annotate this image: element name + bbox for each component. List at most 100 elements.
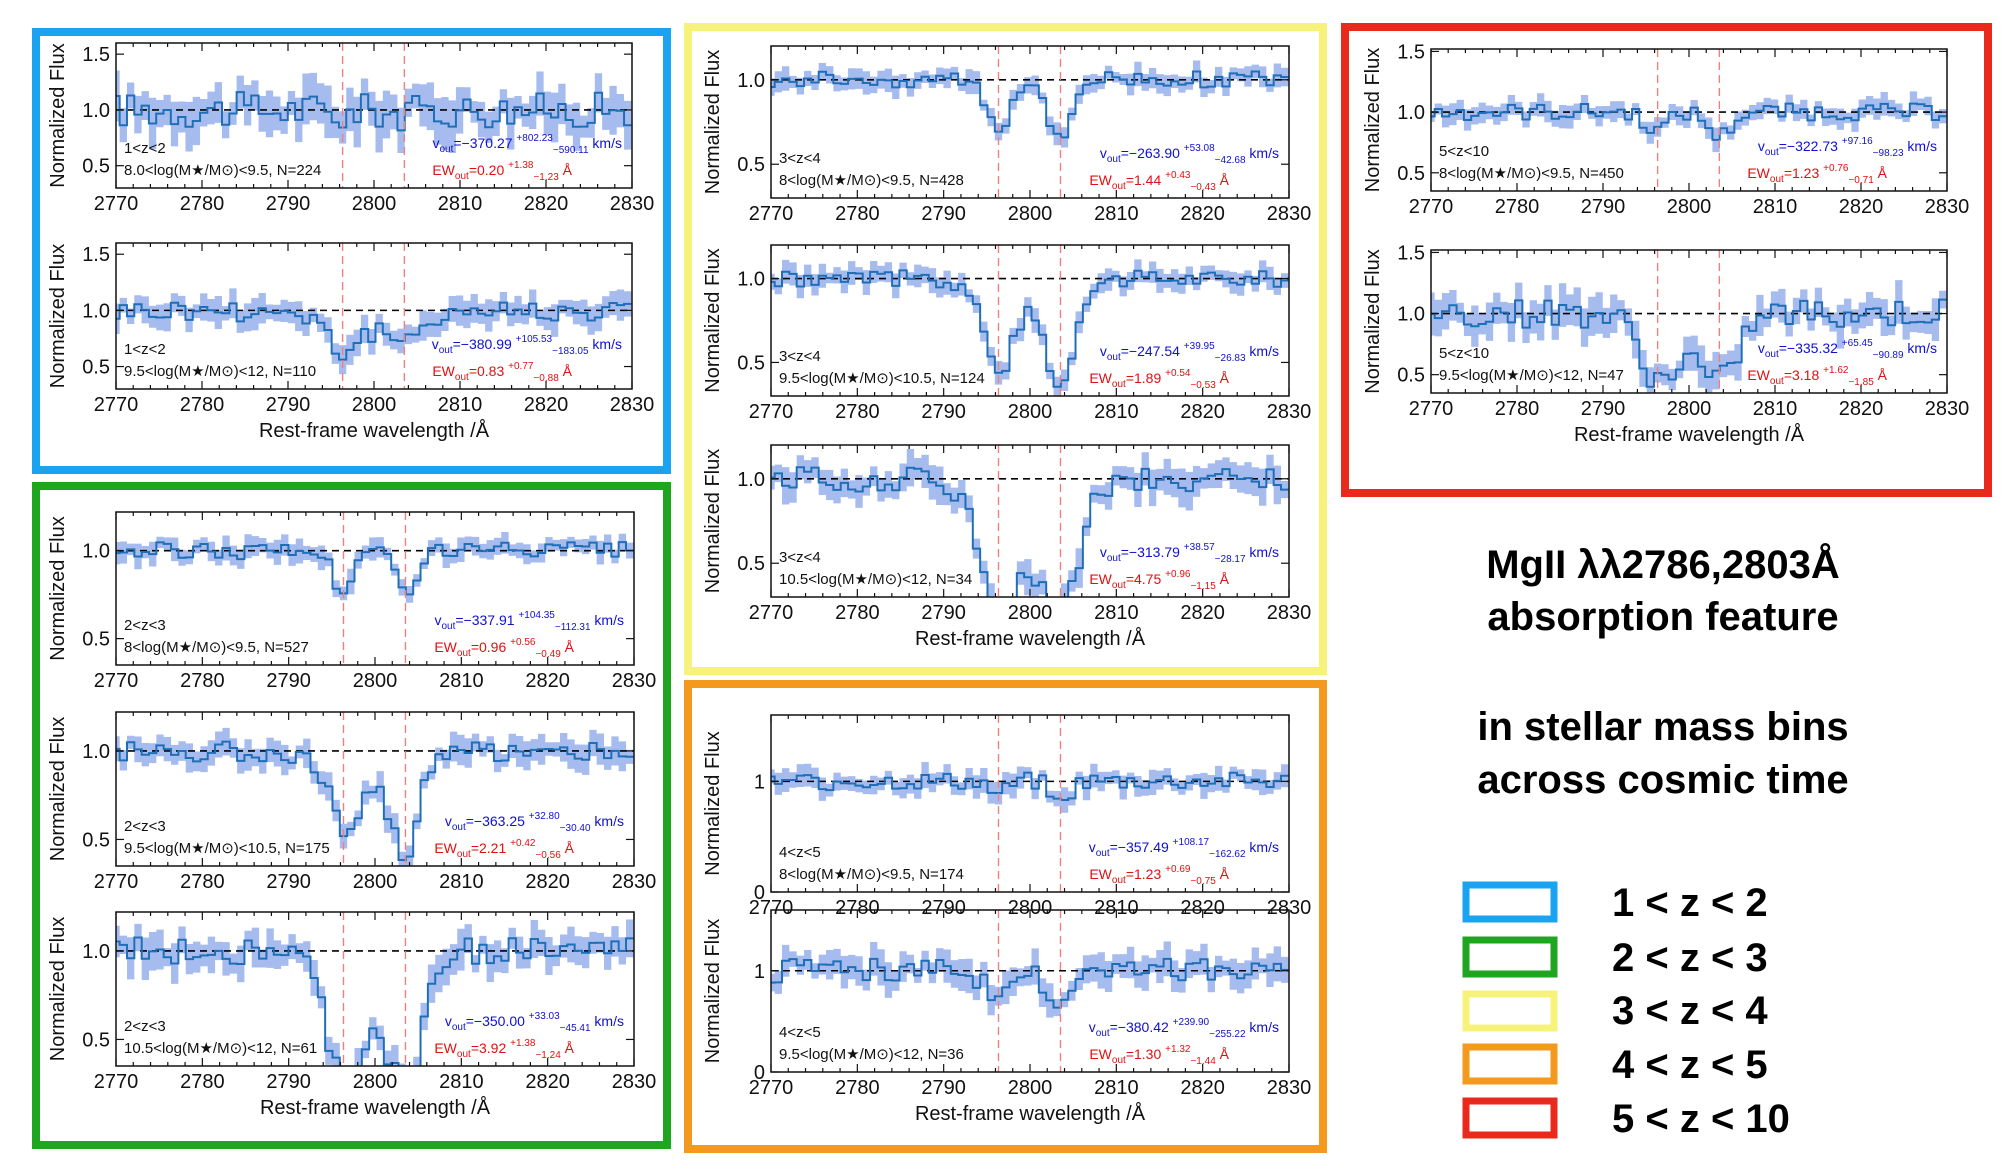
redshift-label: 4<z<5 [779,844,821,861]
x-tick-label: 2790 [1581,196,1626,218]
error-band [116,727,634,866]
y-tick-label: 1 [754,961,765,983]
x-tick-label: 2820 [525,670,570,692]
plot-area [771,245,1289,396]
legend-swatch-1 [1462,881,1558,923]
x-tick-label: 2770 [749,897,794,919]
spectrum-panel-5: 2770 2780 2790 2800 2810 2820 2830 0.5 1.0 Normal… [47,911,656,1119]
spectrum-panel-10: 2770 2780 2790 2800 2810 2820 2830 0 1 Normalized… [702,909,1312,1125]
mass-bin-label: 8<log(M★/M⊙)<9.5, N=450 [1439,165,1624,182]
x-tick-label: 2810 [1753,398,1798,420]
y-tick-label: 1 [754,771,765,793]
equivalent-width: EWout=3.92 +1.38−1.24 Å [434,1038,574,1061]
equivalent-width: EWout=4.75 +0.96−1.15 Å [1089,569,1229,592]
x-tick-label: 2800 [353,670,398,692]
y-axis-title: Normalized Flux [47,717,69,861]
legend-label-2: 2 < z < 3 [1612,936,1768,980]
x-tick-label: 2800 [352,394,397,416]
mass-bin-label: 10.5<log(M★/M⊙)<12, N=34 [779,571,972,588]
x-tick-label: 2830 [1267,1077,1312,1099]
outflow-velocity: vout=−322.73 +97.16−98.23 km/s [1758,136,1937,159]
error-band [116,70,632,154]
x-tick-label: 2830 [612,871,657,893]
error-band [771,941,1289,1018]
panels-layer: 2770 2780 2790 2800 2810 2820 2830 0.5 1.0 1.5 Nor… [47,41,1969,1125]
spectrum-line [116,936,634,1066]
equivalent-width: EWout=1.44 +0.43−0.43 Å [1089,170,1229,193]
y-axis-title: Normalized Flux [47,917,69,1061]
legend-swatch-4 [1462,1043,1558,1085]
x-tick-label: 2790 [1581,398,1626,420]
x-tick-label: 2820 [1180,897,1225,919]
x-tick-label: 2800 [1667,196,1712,218]
x-tick-label: 2810 [1094,401,1139,423]
x-tick-label: 2780 [180,670,225,692]
equivalent-width: EWout=3.18 +1.62−1.85 Å [1747,365,1887,388]
x-tick-label: 2830 [1267,401,1312,423]
error-band [771,762,1289,813]
y-tick-label: 1.0 [737,469,765,491]
outflow-velocity: vout=−370.27 +802.23−590.11 km/s [432,133,622,156]
plot-area [116,912,634,1066]
y-tick-label: 1.0 [82,100,110,122]
spectrum-line [116,301,632,361]
x-tick-label: 2810 [1094,203,1139,225]
plot-area [771,910,1289,1072]
group-box-2-3 [32,482,671,1149]
y-tick-label: 0.5 [82,829,110,851]
y-tick-label: 0 [754,882,765,904]
y-tick-label: 1.0 [1397,304,1425,326]
x-tick-label: 2770 [749,602,794,624]
y-axis-title: Normalized Flux [47,43,69,187]
x-tick-label: 2780 [180,871,225,893]
x-tick-label: 2830 [610,394,655,416]
x-tick-label: 2780 [180,394,225,416]
legend-label-3: 3 < z < 4 [1612,989,1768,1033]
error-band [116,532,634,603]
spectrum-panel-1: 2770 2780 2790 2800 2810 2820 2830 0.5 1.0 1.5 Nor… [47,42,654,215]
x-tick-label: 2780 [835,401,880,423]
x-tick-label: 2810 [438,394,483,416]
x-tick-label: 2770 [749,203,794,225]
x-tick-label: 2770 [94,670,139,692]
x-tick-label: 2800 [353,1071,398,1093]
redshift-label: 5<z<10 [1439,345,1489,362]
spectrum-line [1431,102,1947,141]
y-tick-label: 0.5 [82,357,110,379]
plot-area [771,715,1289,892]
x-tick-label: 2780 [835,1077,880,1099]
outflow-velocity: vout=−335.32 +65.45−90.89 km/s [1758,338,1937,361]
x-tick-label: 2790 [266,394,311,416]
spectrum-panel-7: 2770 2780 2790 2800 2810 2820 2830 0.5 1.0 Normal… [702,244,1312,423]
equivalent-width: EWout=1.89 +0.54−0.53 Å [1089,368,1229,391]
redshift-label: 5<z<10 [1439,143,1489,160]
x-tick-label: 2800 [353,871,398,893]
y-axis-title: Normalized Flux [702,919,724,1063]
legend-swatch-3 [1462,990,1558,1032]
x-tick-label: 2790 [921,401,966,423]
x-tick-label: 2800 [1667,398,1712,420]
group-box-4-5 [684,680,1327,1153]
x-tick-label: 2780 [1495,398,1540,420]
x-tick-label: 2820 [1839,196,1884,218]
outflow-velocity: vout=−357.49 +108.17−162.62 km/s [1089,837,1279,860]
spectrum-line [771,771,1289,801]
x-tick-label: 2770 [94,394,139,416]
x-tick-label: 2810 [438,193,483,215]
equivalent-width: EWout=2.21 +0.42−0.56 Å [434,838,574,861]
x-tick-label: 2820 [1180,401,1225,423]
redshift-label: 2<z<3 [124,818,166,835]
y-tick-label: 1.0 [737,269,765,291]
x-tick-label: 2770 [94,1071,139,1093]
x-axis-title: Rest-frame wavelength /Å [1574,423,1805,446]
equivalent-width: EWout=1.23 +0.76−0.71 Å [1747,163,1887,186]
x-tick-label: 2810 [439,1071,484,1093]
x-tick-label: 2820 [1180,602,1225,624]
redshift-label: 1<z<2 [124,140,166,157]
legend-label-4: 4 < z < 5 [1612,1043,1768,1087]
x-tick-label: 2820 [525,1071,570,1093]
x-tick-label: 2780 [835,602,880,624]
x-tick-label: 2820 [1180,203,1225,225]
y-tick-label: 1.5 [82,244,110,266]
outflow-velocity: vout=−380.99 +105.53−183.05 km/s [432,334,622,357]
